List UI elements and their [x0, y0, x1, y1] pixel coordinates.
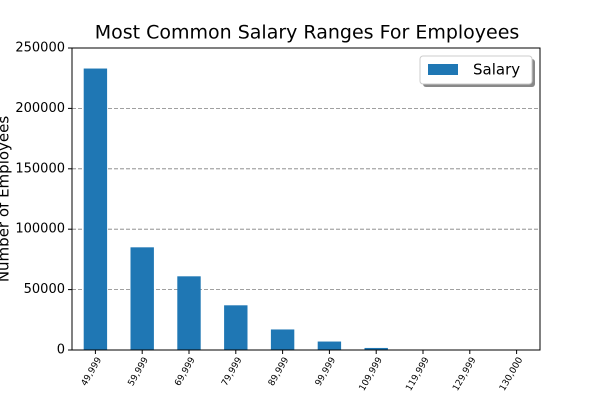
y-tick-label: 0: [57, 343, 65, 358]
y-tick-label: 250000: [15, 41, 65, 56]
x-tick-label: 130,000: [498, 356, 525, 393]
bar: [130, 247, 154, 350]
bar: [364, 347, 388, 350]
bar: [270, 329, 295, 350]
bar: [224, 305, 248, 350]
x-tick-label: 59,999: [127, 356, 152, 389]
bar: [83, 68, 108, 350]
x-tick-label: 129,999: [451, 356, 478, 393]
legend-swatch: [428, 64, 458, 75]
x-tick-label: 109,999: [358, 356, 385, 393]
bar: [177, 276, 201, 350]
chart-title: Most Common Salary Ranges For Employees: [95, 22, 520, 44]
plot-frame: [71, 47, 541, 351]
y-tick-label: 200000: [15, 101, 65, 116]
x-tick-label: 119,999: [404, 356, 431, 393]
y-tick-label: 100000: [15, 222, 65, 237]
bar: [317, 341, 342, 350]
y-tick-label: 50000: [24, 282, 65, 297]
legend-box: [419, 55, 533, 85]
x-tick-label: 69,999: [173, 356, 198, 389]
y-axis-label: Number of Employees: [0, 116, 13, 283]
x-tick-label: 79,999: [220, 356, 245, 389]
y-tick-label: 150000: [15, 161, 65, 176]
legend-label: Salary: [473, 61, 520, 79]
x-tick-label: 49,999: [80, 356, 105, 389]
x-tick-label: 89,999: [267, 356, 292, 389]
x-tick-label: 99,999: [314, 356, 339, 389]
